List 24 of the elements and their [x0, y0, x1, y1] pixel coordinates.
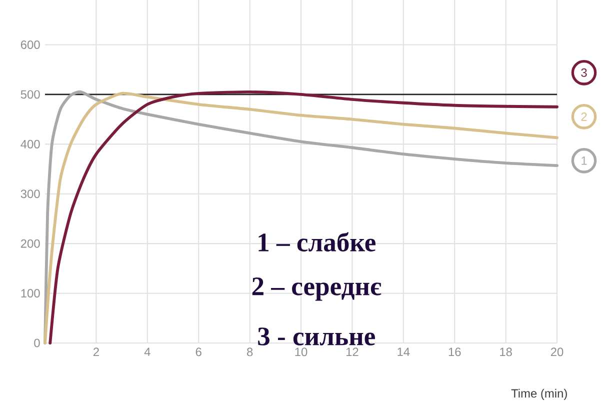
y-tick-label: 200: [20, 239, 40, 248]
y-tick-label: 400: [20, 140, 40, 148]
x-tick-label: 20: [550, 348, 564, 356]
y-tick-label: 300: [20, 190, 40, 198]
x-tick-label: 14: [398, 348, 410, 356]
x-tick-label: 2: [93, 348, 99, 356]
annotation: 1 – слабке: [258, 232, 376, 252]
y-tick-label: 100: [21, 289, 40, 298]
y-tick-label: 500: [20, 90, 40, 99]
x-tick-label: 4: [144, 348, 150, 356]
annotation: 2 – середнє: [252, 278, 382, 301]
legend-label: 2: [581, 112, 587, 121]
x-tick-label: 16: [448, 348, 461, 356]
x-axis-title: Time (min): [511, 388, 567, 400]
y-tick-label: 0: [34, 338, 40, 348]
x-tick-label: 10: [295, 348, 308, 356]
x-tick-label: 6: [196, 348, 202, 356]
x-tick-label: 12: [346, 348, 358, 356]
legend-label: 3: [581, 68, 587, 77]
x-tick-label: 8: [247, 348, 253, 356]
annotation: 3 - сильне: [258, 328, 375, 346]
y-tick-label: 600: [20, 40, 40, 49]
x-tick-label: 18: [500, 348, 512, 356]
legend-label: 1: [582, 156, 587, 165]
